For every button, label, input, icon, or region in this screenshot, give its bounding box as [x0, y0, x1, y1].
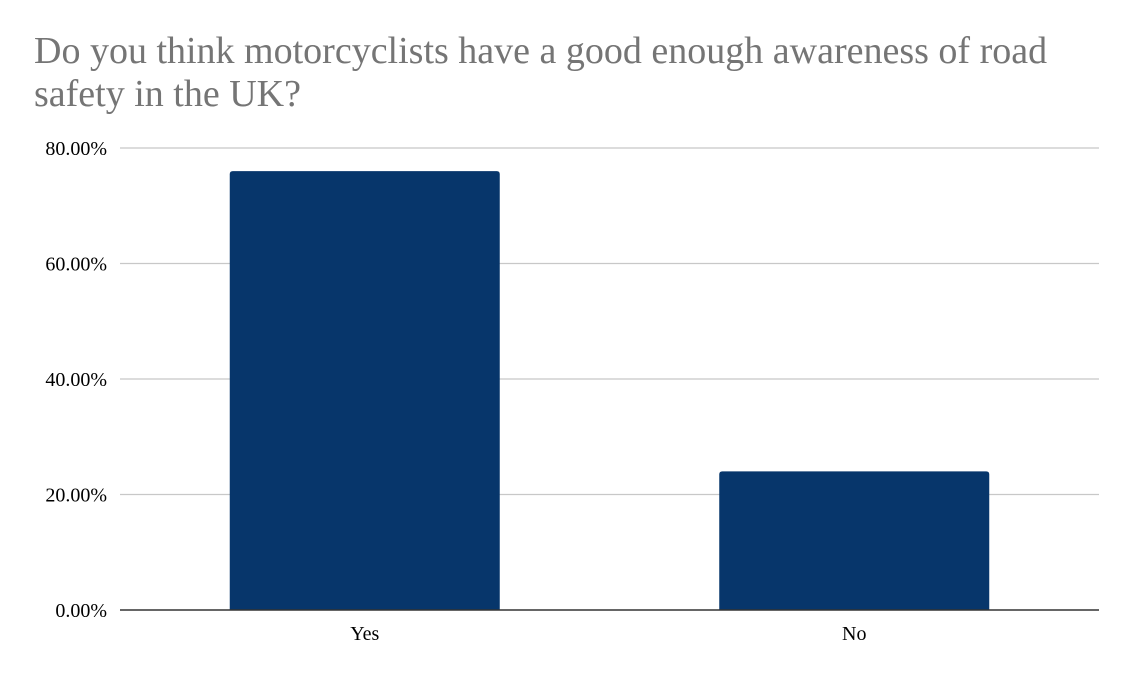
y-tick-label: 20.00%: [45, 485, 107, 507]
x-tick-label: No: [842, 623, 866, 645]
y-tick-label: 80.00%: [45, 138, 107, 160]
x-tick-label: Yes: [350, 623, 379, 645]
y-tick-label: 60.00%: [45, 254, 107, 276]
bar-yes: [229, 171, 500, 610]
bar-no: [719, 471, 990, 610]
chart-title: Do you think motorcyclists have a good e…: [34, 30, 1048, 115]
y-tick-label: 40.00%: [45, 369, 107, 391]
y-tick-label: 0.00%: [55, 600, 107, 622]
